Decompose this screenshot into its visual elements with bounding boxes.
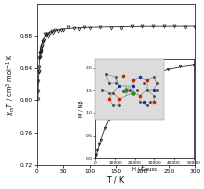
X-axis label: T / K: T / K [107,176,124,185]
Y-axis label: $\chi_m T$ / cm$^3$ mol$^{-1}$ K: $\chi_m T$ / cm$^3$ mol$^{-1}$ K [4,53,17,116]
